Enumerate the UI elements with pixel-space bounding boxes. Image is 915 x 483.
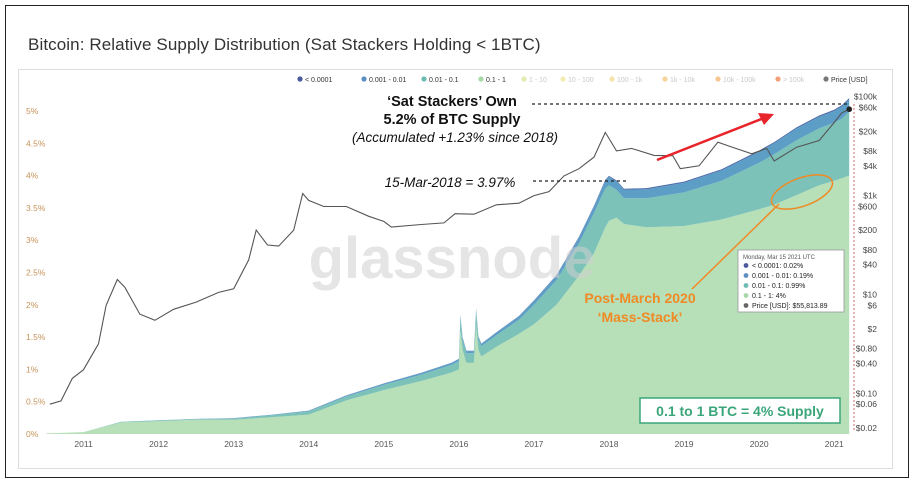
chart-panel — [18, 69, 893, 469]
chart-title: Bitcoin: Relative Supply Distribution (S… — [28, 35, 541, 54]
